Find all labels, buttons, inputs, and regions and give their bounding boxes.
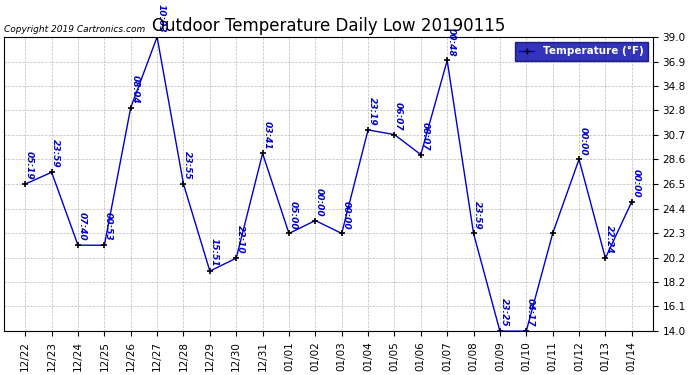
Text: 06:07: 06:07 — [394, 102, 403, 130]
Text: 03:41: 03:41 — [262, 121, 271, 149]
Title: Outdoor Temperature Daily Low 20190115: Outdoor Temperature Daily Low 20190115 — [152, 17, 505, 35]
Text: 05:19: 05:19 — [25, 151, 34, 180]
Text: 23:55: 23:55 — [183, 151, 192, 180]
Text: 00:00: 00:00 — [342, 201, 351, 229]
Text: 07:40: 07:40 — [78, 212, 87, 241]
Text: 00:00: 00:00 — [631, 169, 640, 198]
Text: 00:00: 00:00 — [579, 126, 588, 155]
Text: 05:00: 05:00 — [288, 201, 297, 229]
Text: 08:04: 08:04 — [130, 75, 139, 104]
Text: 04:17: 04:17 — [526, 298, 535, 327]
Text: 23:59: 23:59 — [51, 140, 60, 168]
Text: 10:03: 10:03 — [157, 4, 166, 33]
Text: 22:24: 22:24 — [605, 225, 614, 254]
Text: 22:10: 22:10 — [236, 225, 245, 254]
Text: 23:19: 23:19 — [368, 97, 377, 126]
Legend: Temperature (°F): Temperature (°F) — [515, 42, 648, 61]
Text: 15:51: 15:51 — [210, 238, 219, 267]
Text: 00:53: 00:53 — [104, 212, 113, 241]
Text: 00:48: 00:48 — [447, 28, 456, 56]
Text: 08:07: 08:07 — [420, 122, 429, 150]
Text: 00:00: 00:00 — [315, 188, 324, 216]
Text: 23:59: 23:59 — [473, 201, 482, 229]
Text: 23:25: 23:25 — [500, 298, 509, 327]
Text: Copyright 2019 Cartronics.com: Copyright 2019 Cartronics.com — [4, 25, 146, 34]
